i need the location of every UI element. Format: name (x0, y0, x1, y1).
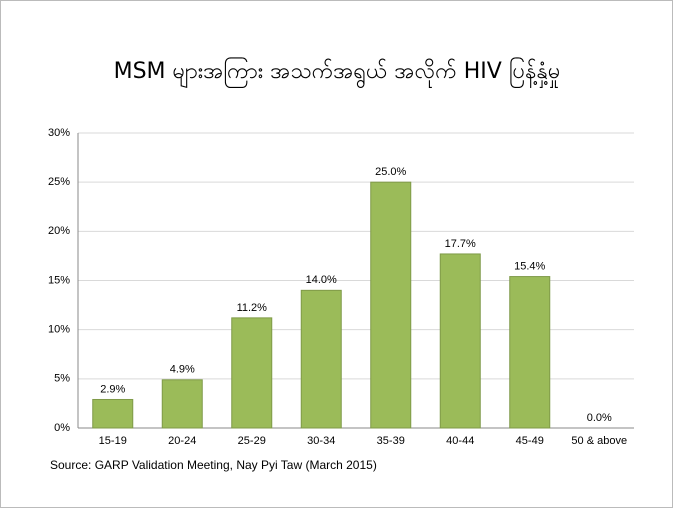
y-tick-label: 15% (48, 274, 70, 286)
y-tick-label: 0% (54, 422, 70, 434)
bar (509, 276, 551, 429)
y-tick-label: 25% (48, 176, 70, 188)
x-tick-label: 45-49 (516, 435, 544, 447)
value-label: 0.0% (587, 412, 612, 424)
bar (92, 398, 134, 429)
x-tick-label: 25-29 (238, 435, 266, 447)
x-tick-label: 15-19 (99, 435, 127, 447)
bar (161, 379, 203, 429)
x-tick-label: 40-44 (446, 435, 474, 447)
bar (231, 317, 273, 429)
y-tick-label: 10% (48, 324, 70, 336)
value-label: 4.9% (170, 364, 195, 376)
source-note: Source: GARP Validation Meeting, Nay Pyi… (50, 458, 377, 472)
value-label: 25.0% (375, 166, 406, 178)
value-label: 17.7% (445, 238, 476, 250)
value-label: 11.2% (237, 302, 268, 314)
value-label: 14.0% (306, 274, 337, 286)
bar (370, 181, 412, 429)
y-tick-label: 5% (54, 373, 70, 385)
bar (300, 289, 342, 429)
x-tick-label: 50 & above (571, 435, 627, 447)
value-label: 15.4% (514, 260, 545, 272)
x-tick-label: 35-39 (377, 435, 405, 447)
chart-title: MSM များအကြား အသက်အရွယ် အလိုက် HIV ပြန့်… (114, 57, 561, 89)
y-tick-label: 20% (48, 225, 70, 237)
bar (439, 253, 481, 429)
x-tick-label: 30-34 (307, 435, 335, 447)
y-tick-label: 30% (48, 127, 70, 139)
value-label: 2.9% (100, 383, 125, 395)
x-tick-label: 20-24 (168, 435, 196, 447)
